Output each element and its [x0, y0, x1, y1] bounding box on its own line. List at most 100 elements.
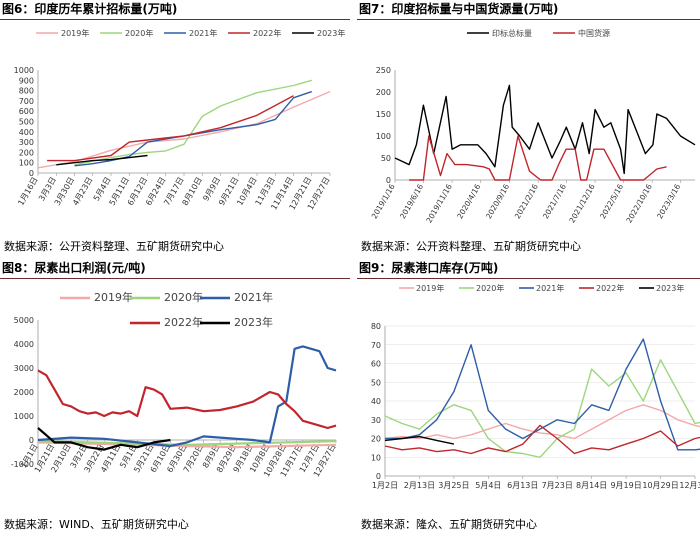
series-line — [394, 84, 696, 175]
series-line — [56, 154, 148, 166]
legend-label: 印标总标量 — [492, 28, 532, 38]
y-tick-label: 50 — [381, 154, 391, 163]
y-tick-label: 100 — [19, 159, 34, 168]
series-line — [409, 135, 667, 181]
y-tick-label: 4000 — [14, 340, 34, 349]
y-tick-label: 0 — [29, 436, 34, 445]
x-tick-label: 6月13日 — [507, 481, 538, 490]
title-divider — [357, 19, 700, 20]
y-tick-label: 20 — [371, 435, 381, 444]
series-line — [385, 338, 700, 451]
x-tick-label: 1月2日 — [372, 481, 398, 490]
y-tick-label: 0 — [29, 169, 34, 178]
y-tick-label: 150 — [376, 110, 391, 119]
x-tick-label: 2月13日 — [404, 481, 435, 490]
x-tick-label: 2020/9/16 — [484, 182, 511, 220]
x-tick-label: 2022/5/16 — [598, 182, 625, 220]
legend-label: 2022年 — [253, 28, 281, 38]
y-tick-label: 1000 — [14, 412, 34, 421]
y-tick-label: 30 — [371, 416, 381, 425]
x-tick-label: 2020/4/16 — [455, 182, 482, 220]
chart-source: 数据来源：公开资料整理、五矿期货研究中心 — [361, 240, 581, 253]
y-tick-label: 2000 — [14, 388, 34, 397]
y-tick-label: 1000 — [14, 66, 34, 75]
legend-label: 2020年 — [125, 28, 153, 38]
x-tick-label: 3月25日 — [438, 481, 469, 490]
chart-source: 数据来源：公开资料整理、五矿期货研究中心 — [4, 240, 224, 253]
chart-source: 数据来源：WIND、五矿期货研究中心 — [4, 518, 189, 531]
legend-label: 2019年 — [94, 290, 133, 304]
series-line — [384, 435, 455, 445]
legend-label: 2023年 — [317, 28, 345, 38]
y-tick-label: 100 — [376, 132, 391, 141]
y-tick-label: 3000 — [14, 364, 34, 373]
legend-label: 2021年 — [189, 28, 217, 38]
chart-plot-fig9: 0 10 20 30 40 50 60 70 80 1月2日 2月13日 3月25日 5月4日 6月13日… — [371, 283, 700, 490]
y-tick-label: 0 — [386, 176, 391, 185]
x-tick-label: 1月16日 — [16, 176, 39, 208]
y-tick-label: 5000 — [14, 316, 34, 325]
chart-plot-fig6: 010020030040050060070080090010001月16日3月3… — [14, 28, 346, 211]
y-tick-label: 250 — [376, 66, 391, 75]
legend-label: 2021年 — [234, 290, 273, 304]
y-tick-label: 0 — [376, 472, 381, 481]
y-tick-label: -1000 — [11, 460, 34, 469]
chart-source: 数据来源：隆众、五矿期货研究中心 — [361, 518, 537, 531]
chart-panel-fig6: 图6：印度历年累计招标量(万吨) 0 100 200 300 400 500 600 700 8… — [0, 0, 350, 255]
title-divider — [0, 278, 350, 279]
y-tick-label: 200 — [376, 88, 391, 97]
y-tick-label: 300 — [19, 138, 34, 147]
series-line — [74, 90, 313, 167]
x-tick-label: 8月14日 — [576, 481, 607, 490]
legend-label: 2022年 — [596, 283, 624, 293]
series-line — [37, 427, 171, 451]
series-line — [47, 95, 294, 162]
series-line — [37, 90, 331, 169]
chart-panel-fig8: 图8：尿素出口利润(元/吨) 5000 4000 3000 2000 1000 0 -100… — [0, 259, 350, 535]
title-divider — [357, 278, 700, 279]
y-tick-label: 60 — [371, 360, 381, 369]
x-tick-label: 2023/3/16 — [655, 182, 682, 220]
x-tick-label: 2021/12/16 — [567, 182, 597, 224]
legend-label: 中国货源 — [578, 28, 610, 38]
y-tick-label: 700 — [19, 97, 34, 106]
legend-label: 2021年 — [536, 283, 564, 293]
chart-title: 图8：尿素出口利润(元/吨) — [2, 261, 146, 275]
series-line — [37, 441, 337, 449]
y-tick-label: 800 — [19, 87, 34, 96]
y-tick-label: 900 — [19, 76, 34, 85]
chart-plot-fig7: 0 50 100 150 200 250 2019/1/16 2019/6/16 2019/11… — [370, 28, 696, 224]
legend-label: 2023年 — [656, 283, 684, 293]
series-line — [74, 79, 312, 166]
y-tick-label: 10 — [371, 453, 381, 462]
legend-label: 2019年 — [61, 28, 89, 38]
x-tick-label: 12月3日 — [679, 481, 700, 490]
y-tick-label: 40 — [371, 397, 381, 406]
x-tick-label: 2021/2/16 — [513, 182, 540, 220]
x-tick-label: 2019/1/16 — [370, 182, 397, 220]
x-tick-label: 10月29日 — [642, 481, 678, 490]
chart-title: 图7：印度招标量与中国货源量(万吨) — [359, 2, 559, 16]
x-tick-label: 7月23日 — [542, 481, 573, 490]
y-tick-label: 400 — [19, 128, 34, 137]
y-tick-label: 200 — [19, 148, 34, 157]
y-tick-label: 600 — [19, 107, 34, 116]
x-tick-label: 2021/7/16 — [541, 182, 568, 220]
x-tick-label: 9月19日 — [610, 481, 641, 490]
chart-panel-fig7: 图7：印度招标量与中国货源量(万吨) 0 50 100 150 200 250 2019/1… — [357, 0, 700, 255]
legend-label: 2020年 — [164, 290, 203, 304]
x-tick-label: 2022/10/16 — [624, 182, 654, 224]
x-tick-label: 5月4日 — [475, 481, 501, 490]
legend-label: 2023年 — [234, 315, 273, 329]
legend-label: 2020年 — [476, 283, 504, 293]
chart-title: 图6：印度历年累计招标量(万吨) — [2, 2, 178, 16]
chart-plot-fig8: 500040003000200010000-10001月1日1月21日2月10日… — [11, 290, 338, 478]
chart-title: 图9：尿素港口库存(万吨) — [359, 261, 499, 275]
x-tick-label: 2019/6/16 — [398, 182, 425, 220]
series-line — [37, 369, 337, 430]
series-line — [384, 424, 700, 455]
series-line — [37, 440, 337, 446]
y-tick-label: 50 — [371, 378, 381, 387]
legend-label: 2022年 — [164, 315, 203, 329]
title-divider — [0, 19, 350, 20]
